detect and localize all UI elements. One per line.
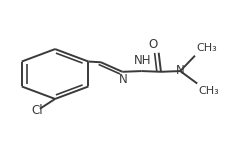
Text: NH: NH xyxy=(133,54,150,67)
Text: Cl: Cl xyxy=(31,104,43,117)
Text: N: N xyxy=(118,73,127,86)
Text: CH₃: CH₃ xyxy=(197,86,218,96)
Text: N: N xyxy=(175,64,184,77)
Text: O: O xyxy=(148,38,157,51)
Text: CH₃: CH₃ xyxy=(195,44,216,53)
